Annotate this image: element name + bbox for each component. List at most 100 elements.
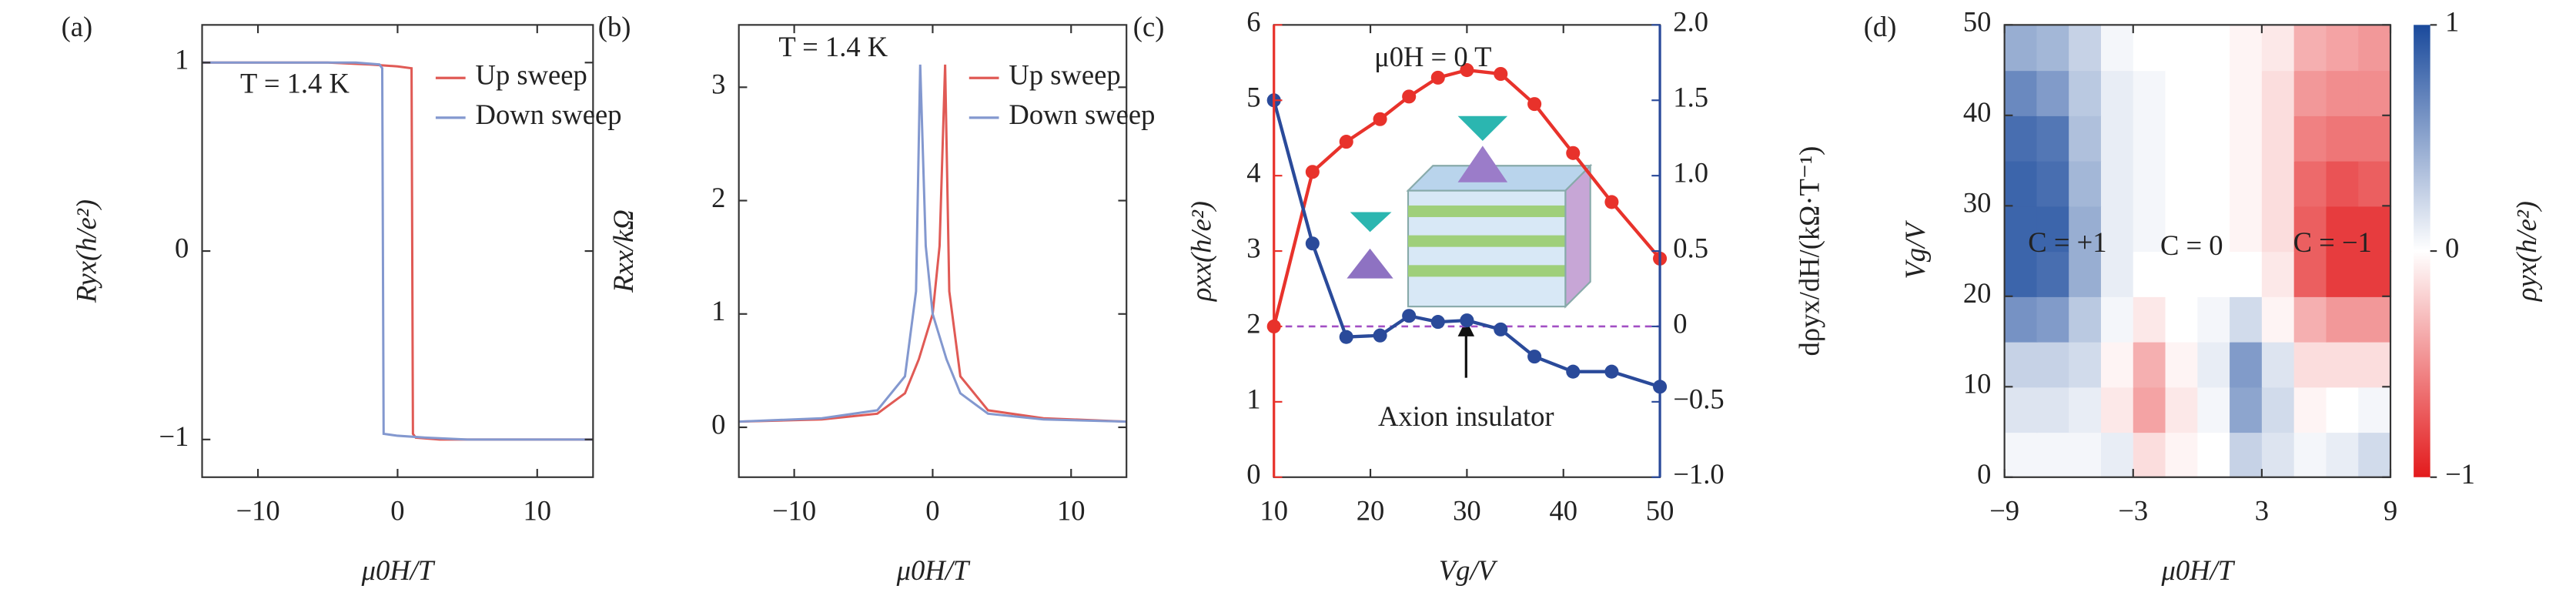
heat-cell	[2358, 206, 2392, 253]
heat-cell	[2036, 296, 2070, 343]
heat-cell	[2004, 206, 2038, 253]
heat-cell	[2036, 70, 2070, 116]
y-tick-label: 1	[711, 295, 725, 326]
y2-tick-label: 1.0	[1673, 157, 1708, 189]
heat-cell	[2358, 25, 2392, 72]
heat-cell	[2326, 115, 2360, 162]
point	[1460, 313, 1474, 328]
colorbar-tick-label: 0	[2445, 232, 2459, 263]
heat-cell	[2100, 70, 2134, 116]
y-axis-label: Vg/V	[1899, 220, 1931, 279]
axes-frame	[2003, 24, 2392, 478]
point	[1305, 165, 1320, 179]
y-tick-label: 0	[711, 408, 725, 440]
y-tick-label: 4	[1246, 157, 1260, 189]
heat-cell	[2133, 251, 2166, 297]
heat-cell	[2069, 206, 2103, 253]
point	[1339, 330, 1353, 344]
heat-cell	[2036, 432, 2070, 478]
y-axis-label: ρxx(h/e²)	[1186, 201, 1217, 302]
x-axis-label: μ0H/T	[896, 554, 971, 586]
x-tick-label: 10	[1260, 495, 1288, 527]
x-axis-label: μ0H/T	[2161, 554, 2236, 586]
heat-cell	[2100, 296, 2134, 343]
annotation: C = +1	[2028, 226, 2106, 258]
heat-cell	[2133, 296, 2166, 343]
heat-cell	[2100, 432, 2134, 478]
heat-cell	[2004, 341, 2038, 388]
heat-cell	[2133, 387, 2166, 433]
heat-cell	[2326, 296, 2360, 343]
y2-tick-label: −1.0	[1673, 458, 1724, 490]
y2-tick-label: 0.5	[1673, 232, 1708, 263]
y2-tick-label: 2.0	[1673, 6, 1708, 38]
inset-cone	[1347, 248, 1393, 279]
inset-cone	[1457, 115, 1508, 141]
heat-cell	[2261, 341, 2295, 388]
heat-cell	[2230, 387, 2263, 433]
heat-cell	[2230, 296, 2263, 343]
heat-cell	[2069, 432, 2103, 478]
y-tick-label: 50	[1963, 6, 1992, 38]
heat-cell	[2197, 25, 2231, 72]
heat-cell	[2165, 341, 2199, 388]
panel-label: (c)	[1133, 11, 1165, 42]
y-tick-label: 5	[1246, 82, 1260, 113]
point	[1430, 70, 1445, 85]
heat-cell	[2230, 341, 2263, 388]
y-tick-label: −1	[159, 420, 189, 452]
x-tick-label: 3	[2255, 495, 2269, 527]
y-tick-label: 40	[1963, 96, 1992, 128]
y-tick-label: 30	[1963, 187, 1992, 219]
heat-cell	[2069, 296, 2103, 343]
y-tick-label: 6	[1246, 6, 1260, 38]
y-tick-label: 2	[711, 182, 725, 213]
heat-cell	[2197, 251, 2231, 297]
point	[1527, 97, 1542, 112]
heat-cell	[2004, 251, 2038, 297]
panel-label: (b)	[598, 11, 631, 42]
heat-cell	[2293, 432, 2327, 478]
legend-label: Down sweep	[1009, 99, 1155, 130]
y-tick-label: 0	[1977, 458, 1991, 490]
heat-cell	[2100, 160, 2134, 207]
heat-cell	[2230, 25, 2263, 72]
point	[1566, 364, 1581, 379]
x-tick-label: −3	[2118, 495, 2148, 527]
x-tick-label: −10	[772, 495, 816, 527]
heat-cell	[2165, 25, 2199, 72]
heat-cell	[2100, 115, 2134, 162]
inset-layer	[1408, 235, 1566, 247]
heat-cell	[2293, 387, 2327, 433]
heat-cell	[2358, 160, 2392, 207]
point	[1494, 66, 1508, 82]
x-axis-label: μ0H/T	[361, 554, 436, 586]
heat-cell	[2197, 296, 2231, 343]
x-tick-label: 50	[1646, 495, 1674, 527]
inset-side	[1564, 163, 1591, 309]
point	[1566, 146, 1581, 160]
heat-cell	[2230, 160, 2263, 207]
y2-tick-label: 1.5	[1673, 82, 1708, 113]
heat-cell	[2036, 206, 2070, 253]
heat-cell	[2004, 25, 2038, 72]
heat-cell	[2197, 341, 2231, 388]
x-tick-label: 10	[523, 495, 551, 527]
y-tick-label: 2	[1246, 307, 1260, 339]
annotation: C = −1	[2293, 226, 2372, 258]
heat-cell	[2004, 70, 2038, 116]
heat-cell	[2293, 206, 2327, 253]
heat-cell	[2165, 70, 2199, 116]
heat-cell	[2100, 206, 2134, 253]
panel-label: (a)	[62, 11, 93, 42]
heat-cell	[2100, 387, 2134, 433]
point	[1373, 112, 1387, 126]
heat-cell	[2004, 387, 2038, 433]
heat-cell	[2165, 160, 2199, 207]
heat-cell	[2326, 206, 2360, 253]
heat-cell	[2293, 341, 2327, 388]
series-line	[738, 64, 1127, 423]
heat-cell	[2261, 296, 2295, 343]
heat-cell	[2197, 432, 2231, 478]
series-line	[202, 61, 594, 441]
